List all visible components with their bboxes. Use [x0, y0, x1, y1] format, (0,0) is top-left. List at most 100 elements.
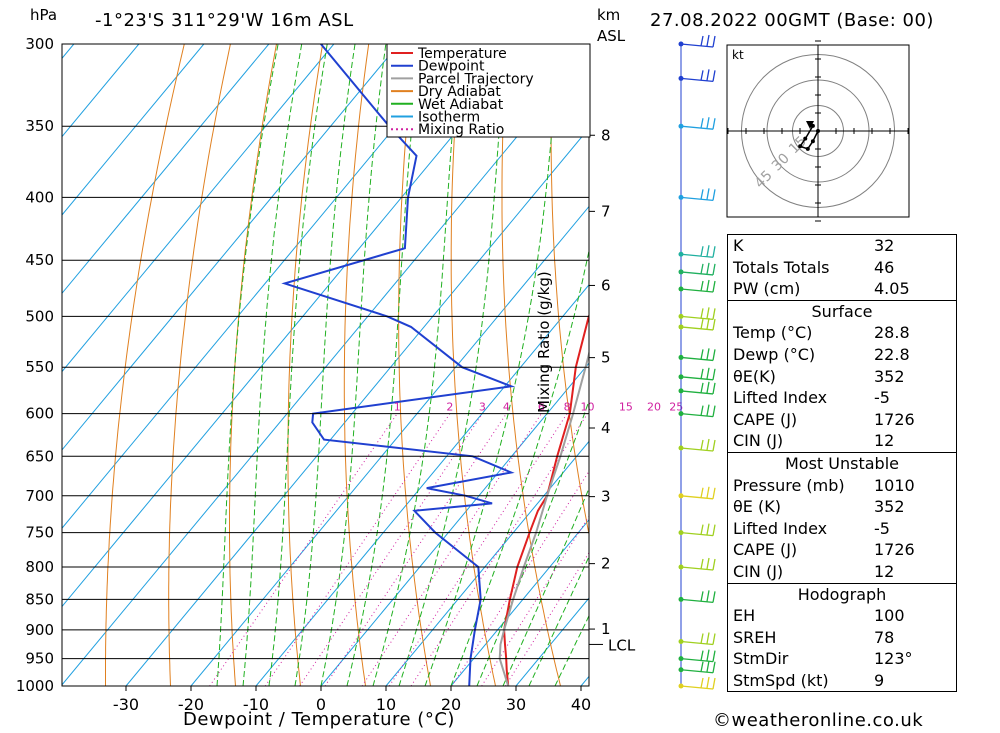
- hodograph-point: [803, 136, 808, 141]
- wind-barb: [680, 523, 716, 537]
- mixing-ratio-line: [299, 413, 483, 686]
- asl-unit-label: ASL: [597, 27, 626, 45]
- wind-barb-path: [680, 660, 716, 674]
- wind-barb-path: [680, 438, 716, 452]
- pressure-tick-label: 1000: [16, 677, 54, 695]
- wind-barb: [680, 188, 716, 202]
- wind-barb-path: [680, 279, 716, 293]
- wind-barb-path: [680, 34, 716, 48]
- mu-lifted-index: Lifted Index -5: [733, 518, 890, 538]
- surface-lifted-index: Lifted Index -5: [733, 388, 890, 408]
- hodograph-point: [816, 129, 820, 133]
- wind-barb-path: [680, 188, 716, 202]
- mixing-ratio-axis-title: Mixing Ratio (g/kg): [535, 271, 553, 413]
- surface-temp: Temp (°C) 28.8: [733, 323, 910, 343]
- mixing-ratio-line: [324, 413, 507, 686]
- wind-barb: [680, 348, 716, 362]
- wind-barb-path: [680, 348, 716, 362]
- wind-barb-path: [680, 69, 716, 83]
- plot-axes: 1 2 3 4 6 8 10 15 20 2530035040045050055060065070…: [16, 35, 683, 714]
- wind-barb-path: [680, 262, 716, 276]
- km-tick-label: 5: [601, 349, 611, 367]
- temp-tick-label: 20: [441, 695, 461, 714]
- isotherm-line: [62, 44, 335, 373]
- wind-barb-path: [680, 557, 716, 571]
- plot-frame: [61, 43, 590, 687]
- lcl-label: LCL: [608, 636, 636, 654]
- wind-barb: [680, 367, 716, 381]
- wind-barb: [680, 404, 716, 418]
- isotherm-line: [62, 44, 530, 608]
- isotherm-line: [62, 44, 205, 216]
- indices-block-basic: K 32 Totals Totals 46 PW (cm) 4.05 Surface …: [727, 234, 957, 693]
- wind-barb-path: [680, 381, 716, 395]
- mixing-ratio-label: 10: [581, 401, 595, 414]
- pressure-tick-label: 350: [25, 117, 54, 135]
- wind-barb-path: [680, 245, 716, 258]
- wind-barb: [680, 557, 716, 571]
- most-unstable-title: Most Unstable: [785, 453, 899, 473]
- temperature-line: [503, 313, 589, 686]
- km-tick-label: 4: [601, 419, 611, 437]
- wind-barb: [680, 245, 716, 258]
- isotherm-line: [385, 440, 589, 686]
- isotherm-line: [62, 44, 400, 451]
- surface-cin: CIN (J) 12: [733, 431, 895, 451]
- wind-barb-path: [680, 317, 716, 331]
- mu-theta-e: θE (K) 352: [733, 497, 905, 517]
- isotherm-line: [320, 362, 589, 686]
- mixing-ratio-label: 25: [669, 401, 683, 414]
- wind-barb-path: [680, 676, 716, 690]
- datetime-title: 27.08.2022 00GMT (Base: 00): [650, 10, 934, 31]
- isotherm-line: [62, 44, 465, 529]
- legend-entry: Dry Adiabat: [418, 84, 501, 100]
- mixing-ratio-line: [264, 413, 451, 686]
- x-axis-title: Dewpoint / Temperature (°C): [183, 709, 455, 730]
- wind-barb: [680, 317, 716, 331]
- isotherm-line: [255, 284, 589, 686]
- pressure-tick-label: 550: [25, 358, 54, 376]
- index-totals-totals: Totals Totals 46: [733, 257, 895, 277]
- hodo-stmdir: StmDir 123°: [733, 649, 913, 669]
- pressure-tick-label: 950: [25, 650, 54, 668]
- wet-adiabat-line: [528, 555, 589, 686]
- surface-theta-e: θE(K) 352: [733, 366, 905, 386]
- pressure-tick-label: 750: [25, 524, 54, 542]
- wet-adiabat-line: [294, 44, 356, 686]
- wind-barb: [680, 307, 716, 321]
- km-tick-label: 8: [601, 126, 611, 144]
- isotherm-line: [125, 127, 589, 686]
- wind-barb: [680, 438, 716, 452]
- pressure-tick-label: 700: [25, 487, 54, 505]
- pressure-tick-label: 450: [25, 251, 54, 269]
- mixing-ratio-label: 20: [647, 401, 661, 414]
- hodograph-point: [805, 146, 810, 151]
- pressure-tick-label: 600: [25, 405, 54, 423]
- km-tick-label: 1: [601, 620, 611, 638]
- wet-adiabat-line: [346, 44, 422, 686]
- location-title: -1°23'S 311°29'W 16m ASL: [95, 10, 354, 31]
- copyright-link[interactable]: ©weatheronline.co.uk: [713, 710, 924, 731]
- pressure-tick-label: 900: [25, 621, 54, 639]
- isotherm-line: [62, 44, 270, 295]
- surface-title: Surface: [811, 301, 873, 321]
- surface-dewp: Dewp (°C) 22.8: [733, 344, 910, 364]
- wind-barb-path: [680, 523, 716, 537]
- mixing-ratio-label: 15: [619, 401, 633, 414]
- mixing-ratio-label: 2: [446, 401, 453, 414]
- temp-tick-label: -30: [113, 695, 139, 714]
- temp-tick-label: -10: [243, 695, 269, 714]
- legend-entry: Temperature: [417, 46, 507, 62]
- wind-barb-path: [680, 649, 716, 663]
- legend-entry: Dewpoint: [418, 59, 485, 75]
- wind-barb: [680, 590, 716, 603]
- surface-cape: CAPE (J) 1726: [733, 409, 915, 429]
- wind-barb-path: [680, 307, 716, 321]
- pressure-tick-label: 500: [25, 307, 54, 325]
- wet-adiabat-line: [502, 487, 589, 686]
- wind-barb: [680, 660, 716, 674]
- wind-barb: [680, 486, 716, 500]
- km-tick-label: 2: [601, 555, 611, 573]
